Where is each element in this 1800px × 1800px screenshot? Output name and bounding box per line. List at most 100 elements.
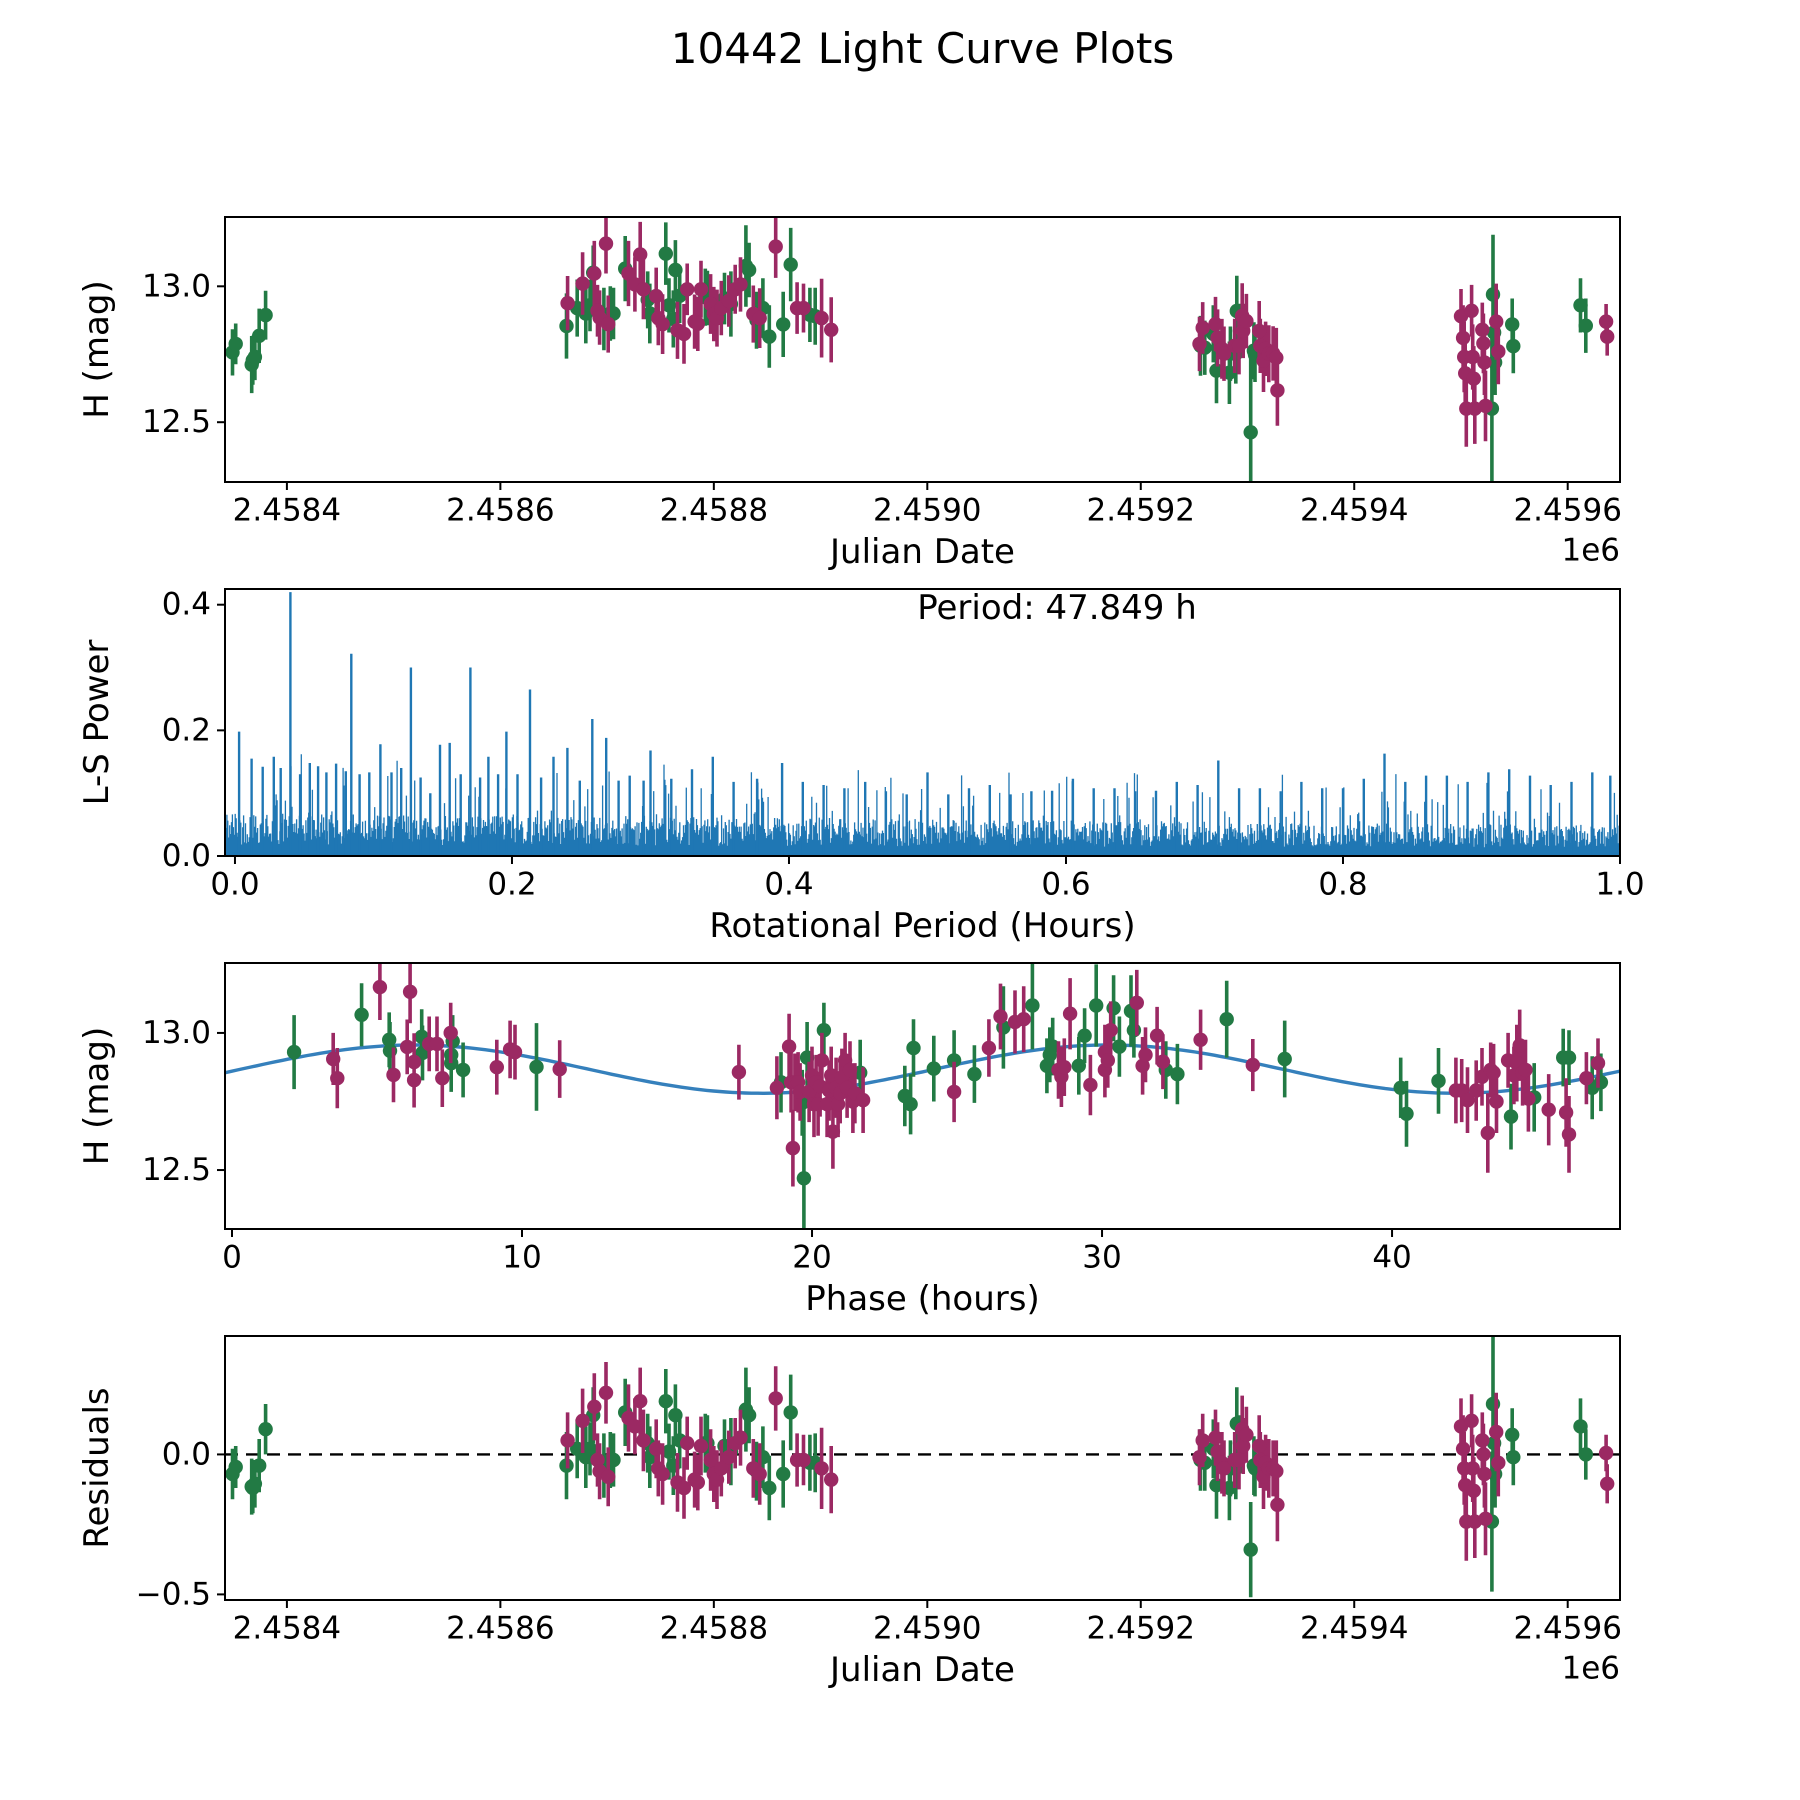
purple-data-point (768, 239, 783, 254)
green-data-point (658, 246, 673, 261)
green-data-point (354, 1007, 369, 1022)
y-tick-label: 13.0 (142, 1015, 211, 1051)
purple-data-point (781, 1039, 797, 1054)
green-data-point (444, 1055, 459, 1071)
purple-data-point (575, 276, 590, 291)
x-tick-label: 0.8 (1318, 866, 1367, 902)
purple-data-point (1486, 1065, 1501, 1080)
purple-data-point (1231, 1452, 1247, 1468)
y-axis-label: H (mag) (77, 1027, 117, 1165)
purple-data-point (680, 1436, 695, 1451)
purple-error-bars (331, 963, 1600, 1187)
green-data-point (582, 1441, 598, 1457)
purple-data-point (1083, 1077, 1098, 1093)
purple-data-point (1464, 1413, 1479, 1429)
purple-data-point (1561, 1127, 1577, 1142)
purple-data-point (676, 1480, 692, 1496)
purple-data-point (814, 310, 829, 326)
green-data-point (1106, 1001, 1121, 1016)
purple-data-point (796, 300, 811, 316)
purple-data-point (1465, 1461, 1480, 1476)
y-tick-label: 13.0 (142, 268, 211, 304)
green-data-point (228, 336, 243, 352)
y-tick-label: 12.5 (142, 1152, 211, 1188)
x-tick-label: 2.4592 (1087, 492, 1195, 528)
green-data-point (1243, 425, 1258, 440)
purple-data-point (1478, 398, 1493, 414)
x-tick-label: 20 (792, 1239, 831, 1275)
purple-data-point (1453, 309, 1469, 324)
purple-data-point (693, 282, 709, 297)
panel-phase: 0 10 20 30 40 13.0 12.5 Phase (hours) H (mag) (77, 962, 1621, 1319)
phase-axes-frame (224, 962, 1621, 1230)
y-axis-label: L-S Power (77, 640, 117, 806)
purple-data-point (1475, 1433, 1490, 1448)
purple-data-point (946, 1084, 962, 1100)
green-data-point (906, 1040, 921, 1056)
green-data-point (1112, 1039, 1127, 1054)
y-tick-label: 0.4 (162, 587, 211, 623)
purple-data-point (330, 1071, 345, 1086)
x-axis-label: Julian Date (828, 532, 1015, 572)
purple-data-point (1231, 338, 1247, 353)
purple-data-point (633, 247, 648, 262)
green-data-point (661, 1444, 677, 1459)
green-data-point (755, 1450, 771, 1465)
period-annotation: Period: 47.849 h (917, 588, 1197, 628)
purple-data-point (429, 1036, 445, 1052)
green-data-point (1219, 1012, 1234, 1027)
x-tick-label: 10 (502, 1239, 541, 1275)
x-tick-label: 2.4588 (660, 1610, 768, 1646)
phase-purple-series (326, 963, 1606, 1187)
purple-data-point (1558, 1105, 1574, 1120)
purple-data-point (830, 1097, 846, 1112)
purple-data-point (1149, 1028, 1165, 1043)
purple-data-point (1455, 1441, 1471, 1457)
purple-data-point (1016, 1012, 1031, 1027)
green-data-point (1393, 1080, 1408, 1096)
purple-data-point (1478, 1511, 1493, 1527)
purple-data-point (993, 1009, 1008, 1024)
purple-data-point (1216, 346, 1232, 361)
purple-data-point (1192, 1450, 1207, 1465)
figure-title: 10442 Light Curve Plots (670, 24, 1175, 73)
purple-data-point (855, 1092, 871, 1108)
purple-data-point (842, 1062, 858, 1078)
green-data-point (1561, 1050, 1577, 1065)
purple-data-point (1192, 336, 1207, 352)
purple-data-point (1579, 1071, 1594, 1086)
purple-data-point (1135, 1058, 1150, 1074)
green-data-point (529, 1059, 544, 1075)
y-tick-label: −0.5 (136, 1576, 211, 1612)
x-tick-label: 2.4596 (1513, 1610, 1621, 1646)
purple-data-point (1155, 1054, 1171, 1069)
purple-data-point (1465, 349, 1480, 365)
green-data-point (258, 307, 273, 323)
purple-data-point (598, 236, 614, 251)
purple-data-point (1100, 1053, 1116, 1068)
green-data-point (258, 1422, 273, 1437)
green-data-point (252, 1458, 267, 1473)
purple-data-point (1476, 1447, 1491, 1462)
green-data-point (382, 1032, 397, 1048)
purple-data-point (560, 296, 575, 311)
purple-data-point (400, 1039, 415, 1055)
green-data-point (1399, 1106, 1414, 1122)
purple-data-point (733, 1430, 748, 1445)
purple-data-point (1455, 330, 1471, 346)
purple-data-point (680, 282, 695, 297)
phase-green-series (286, 963, 1609, 1229)
purple-data-point (1193, 1032, 1208, 1048)
green-data-point (228, 1459, 243, 1475)
purple-data-point (1270, 383, 1285, 398)
purple-data-point (709, 1472, 725, 1487)
purple-data-point (819, 1097, 835, 1112)
x-axis-offset-label: 1e6 (1561, 1650, 1620, 1686)
purple-data-point (1460, 1092, 1475, 1108)
purple-data-point (796, 1452, 811, 1468)
lightcurve-purple-series (560, 217, 1615, 447)
x-tick-label: 2.4584 (233, 492, 341, 528)
green-data-point (946, 1053, 962, 1068)
purple-data-point (825, 1124, 841, 1139)
purple-data-point (1269, 1464, 1284, 1479)
